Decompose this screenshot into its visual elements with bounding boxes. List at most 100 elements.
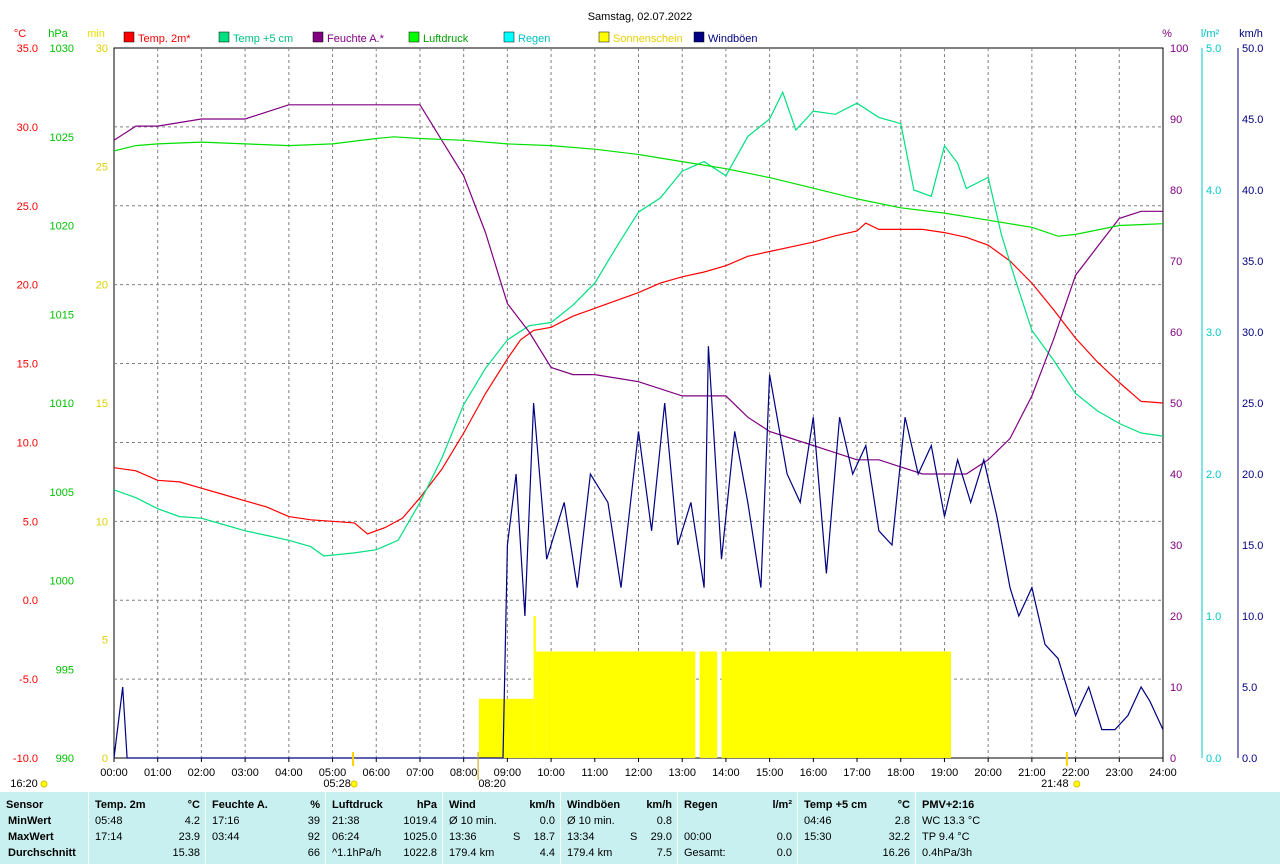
- summary-cell: 04:46: [804, 815, 832, 827]
- temp-tick-label: 20.0: [17, 280, 38, 292]
- wind-tick-label: 5.0: [1242, 682, 1257, 694]
- rain-tick-label: 5.0: [1206, 43, 1221, 55]
- sunshine-bar: [485, 698, 534, 758]
- sunshine-tick-label: 5: [102, 635, 108, 647]
- grid: [113, 47, 1164, 759]
- summary-cell: 0.8: [656, 815, 672, 827]
- legend-swatch: [408, 31, 420, 43]
- summary-cell: 00:00: [684, 831, 712, 843]
- summary-cell: 21:38: [332, 815, 360, 827]
- rain-tick-label: 4.0: [1206, 185, 1221, 197]
- humidity-tick-label: 50: [1170, 398, 1182, 410]
- legend-label: Temp +5 cm: [233, 33, 293, 45]
- summary-cell: 29.0: [650, 831, 672, 843]
- summary-cell: 13:36: [449, 831, 477, 843]
- pressure-tick-label: 1010: [50, 398, 74, 410]
- x-tick-label: 21:00: [1018, 767, 1046, 779]
- weather-chart: Samstag, 02.07.2022 °C hPa min % l/m² km…: [10, 11, 1264, 790]
- summary-cell: 17:16: [212, 815, 240, 827]
- wind-tick-label: 50.0: [1242, 43, 1263, 55]
- sunshine-bar: [535, 651, 547, 758]
- sunshine-axis-unit: min: [87, 28, 105, 40]
- humidity-tick-label: 100: [1170, 43, 1188, 55]
- temp-tick-label: 25.0: [17, 201, 38, 213]
- humidity-tick-label: 70: [1170, 256, 1182, 268]
- legend-label: Temp. 2m*: [138, 33, 191, 45]
- pressure-tick-label: 1015: [50, 309, 74, 321]
- x-tick-label: 07:00: [406, 767, 434, 779]
- summary-cell: 03:44: [212, 831, 240, 843]
- summary-header: Temp. 2m: [95, 799, 146, 811]
- series-line: [113, 136, 1164, 237]
- summary-unit: °C: [897, 799, 910, 811]
- legend-label: Windböen: [708, 33, 758, 45]
- legend-swatch: [312, 31, 324, 43]
- sun-icon: [40, 780, 48, 788]
- summary-cell: 0.0: [539, 815, 555, 827]
- marker-label-before: 16:20: [10, 778, 38, 790]
- series-line: [113, 346, 1164, 759]
- sunshine-bar: [533, 616, 536, 758]
- summary-cell: 15.38: [172, 847, 200, 859]
- summary-cell: MaxWert: [8, 831, 54, 843]
- summary-cell: 23.9: [178, 831, 200, 843]
- x-tick-label: 04:00: [275, 767, 303, 779]
- summary-cell: 4.4: [539, 847, 555, 859]
- wind-axis-unit: km/h: [1239, 28, 1263, 40]
- summary-cell: 16.26: [882, 847, 910, 859]
- x-tick-label: 14:00: [712, 767, 740, 779]
- pressure-tick-label: 1030: [50, 43, 74, 55]
- summary-column: Wind km/h Ø 10 min. 0.0 13:36 S 18.7 179.4 km 4.…: [442, 792, 561, 864]
- legend-swatch: [598, 31, 610, 43]
- legend-swatch: [693, 31, 705, 43]
- summary-column: Feuchte A.% 17:16 39 03:44 92 66: [205, 792, 326, 864]
- summary-header: Sensor: [6, 799, 44, 811]
- wind-tick-label: 25.0: [1242, 398, 1263, 410]
- chart-title: Samstag, 02.07.2022: [588, 11, 693, 23]
- x-tick-label: 01:00: [144, 767, 172, 779]
- x-tick-label: 08:00: [450, 767, 478, 779]
- temp-axis-unit: °C: [14, 28, 26, 40]
- summary-header: Regen: [684, 799, 718, 811]
- pressure-tick-label: 1000: [50, 576, 74, 588]
- summary-cell: 06:24: [332, 831, 360, 843]
- wind-tick-label: 35.0: [1242, 256, 1263, 268]
- summary-cell: 05:48: [95, 815, 123, 827]
- x-tick-label: 02:00: [188, 767, 216, 779]
- summary-cell: 15:30: [804, 831, 832, 843]
- summary-cell: 0.0: [776, 831, 792, 843]
- x-tick-label: 13:00: [668, 767, 696, 779]
- summary-unit: l/m²: [772, 799, 792, 811]
- sunshine-bar: [478, 698, 486, 758]
- plot-area: [113, 90, 1164, 759]
- humidity-tick-label: 40: [1170, 469, 1182, 481]
- temp-tick-label: 35.0: [17, 43, 38, 55]
- sunrise-icon: [350, 780, 358, 788]
- summary-cell: 1019.4: [403, 815, 437, 827]
- summary-cell: 92: [307, 831, 320, 843]
- summary-header: Temp +5 cm: [804, 799, 868, 811]
- legend-label: Luftdruck: [423, 33, 469, 45]
- axis-tick-labels: 00:00 01:00 02:00 03:00 04:00 05:00 06:00 07:00…: [13, 43, 1264, 779]
- temp-tick-label: 0.0: [23, 595, 38, 607]
- summary-cell: S: [630, 831, 638, 843]
- legend-label: Feuchte A.*: [327, 33, 385, 45]
- x-tick-label: 20:00: [974, 767, 1002, 779]
- temp-tick-label: 30.0: [17, 122, 38, 134]
- series-line: [113, 222, 1164, 535]
- summary-cell: Durchschnitt: [8, 847, 76, 859]
- summary-cell: 17:14: [95, 831, 123, 843]
- humidity-tick-label: 10: [1170, 682, 1182, 694]
- x-tick-label: 24:00: [1149, 767, 1177, 779]
- summary-cell: 179.4 km: [567, 847, 613, 859]
- sunshine-tick-label: 15: [96, 398, 108, 410]
- summary-cell: TP 9.4 °C: [922, 831, 970, 843]
- sunset-icon: [1073, 780, 1081, 788]
- rain-tick-label: 0.0: [1206, 753, 1221, 765]
- humidity-axis-unit: %: [1162, 28, 1172, 40]
- summary-cell: MinWert: [8, 815, 52, 827]
- x-tick-label: 12:00: [625, 767, 653, 779]
- x-tick-label: 17:00: [843, 767, 871, 779]
- x-tick-label: 10:00: [537, 767, 565, 779]
- x-tick-label: 16:00: [800, 767, 828, 779]
